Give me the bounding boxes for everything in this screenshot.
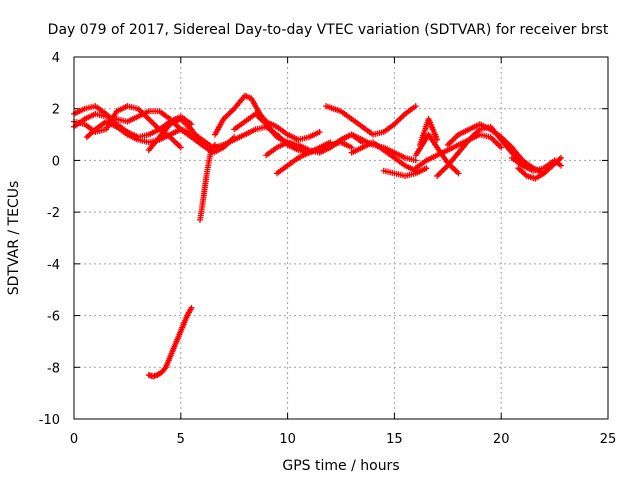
data-point: [161, 365, 168, 372]
tick-labels: 0 5 10 15 20 25 -10 -8 -6 -4 -2 0 2 4: [39, 51, 617, 447]
y-tick-label: 0: [52, 154, 60, 169]
data-point: [177, 144, 184, 151]
data-point: [558, 162, 565, 169]
series-spike-16h: [417, 116, 441, 148]
series-rise-6h: [197, 141, 218, 223]
data-point: [316, 128, 323, 135]
plot-frame: [73, 56, 609, 420]
x-axis-title: GPS time / hours: [282, 458, 399, 474]
series-tail-2: [515, 154, 565, 182]
series-arc-n: [444, 121, 547, 177]
y-tick-label: -8: [47, 361, 60, 376]
data-point: [188, 304, 195, 311]
y-tick-label: -2: [47, 206, 60, 221]
series-peak-8h: [211, 92, 323, 143]
y-tick-label: 4: [52, 51, 60, 66]
data-point: [188, 121, 195, 128]
series-low-15h: [380, 165, 430, 179]
gridlines: [74, 57, 608, 419]
data-point: [434, 136, 441, 143]
y-tick-label: -4: [47, 258, 60, 273]
data-point: [455, 170, 462, 177]
y-axis-title: SDTVAR / TECUs: [6, 181, 22, 296]
x-tick-label: 5: [177, 432, 185, 447]
series-drop-low: [145, 304, 195, 380]
y-tick-label: -10: [39, 413, 60, 428]
data-point: [348, 144, 355, 151]
x-tick-label: 10: [279, 432, 296, 447]
y-tick-label: 2: [52, 103, 60, 118]
x-tick-label: 15: [386, 432, 403, 447]
x-tick-label: 25: [600, 432, 617, 447]
series-hump-12h: [323, 103, 419, 138]
data-points: [71, 92, 565, 380]
series-arc-k: [412, 131, 462, 177]
data-point: [412, 157, 419, 164]
x-tick-label: 20: [493, 432, 510, 447]
series-arc-j: [348, 139, 419, 174]
data-point: [558, 154, 565, 161]
data-point: [498, 144, 505, 151]
x-tick-label: 0: [70, 432, 78, 447]
axis-ticks: [73, 56, 609, 420]
data-point: [412, 103, 419, 110]
y-tick-label: -6: [47, 310, 60, 325]
chart-title: Day 079 of 2017, Sidereal Day-to-day VTE…: [48, 22, 609, 38]
data-point: [423, 165, 430, 172]
